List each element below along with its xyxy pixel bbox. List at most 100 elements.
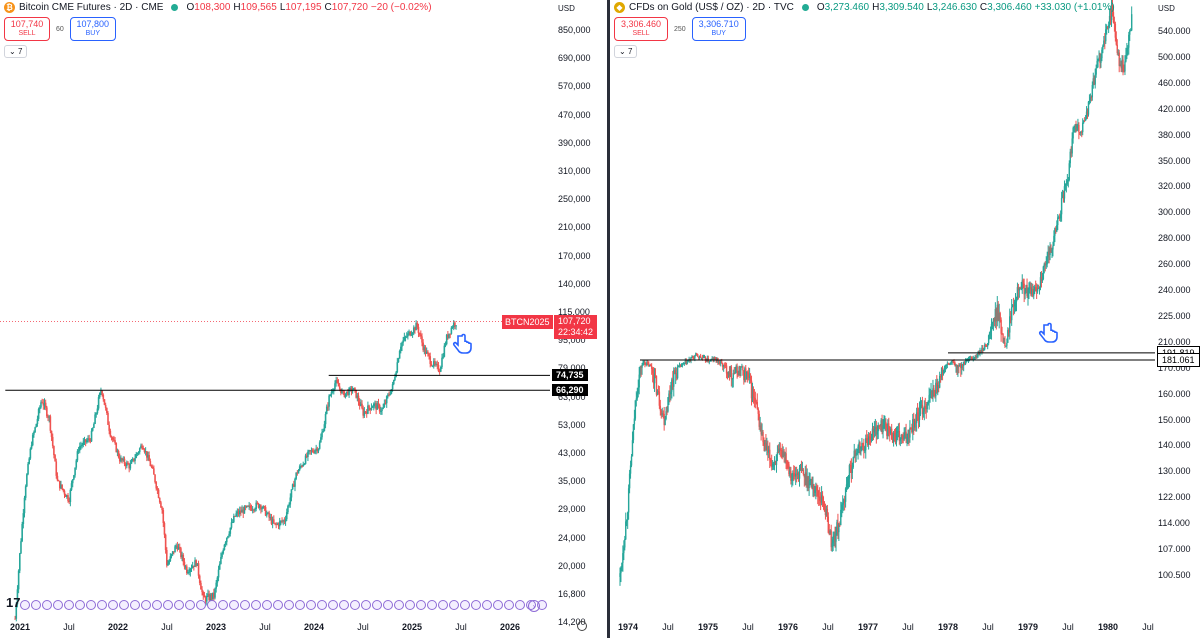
event-marker-icon[interactable] — [317, 600, 327, 610]
event-marker-icon[interactable] — [218, 600, 228, 610]
event-marker-icon[interactable] — [119, 600, 129, 610]
event-marker-icon[interactable] — [383, 600, 393, 610]
event-marker-icon[interactable] — [284, 600, 294, 610]
event-marker-icon[interactable] — [427, 600, 437, 610]
buy-label: BUY — [711, 30, 726, 37]
event-marker-icon[interactable] — [251, 600, 261, 610]
sell-price: 3,306.460 — [620, 19, 662, 29]
event-marker-icon[interactable] — [229, 600, 239, 610]
currency-label[interactable]: USD — [558, 4, 575, 13]
tradingview-logo-icon[interactable]: 17 — [6, 595, 21, 610]
event-marker-icon[interactable] — [207, 600, 217, 610]
symbol-title[interactable]: CFDs on Gold (US$ / OZ) · 2D · TVC — [629, 2, 794, 13]
candle-body — [73, 475, 75, 480]
event-marker-icon[interactable] — [64, 600, 74, 610]
candle-body — [849, 465, 852, 467]
event-marker-icon[interactable] — [86, 600, 96, 610]
currency-label[interactable]: USD — [1158, 4, 1175, 13]
candle-body — [964, 361, 967, 364]
event-marker-icon[interactable] — [504, 600, 514, 610]
event-marker-icon[interactable] — [97, 600, 107, 610]
event-marker-icon[interactable] — [449, 600, 459, 610]
candle-body — [626, 512, 629, 521]
event-marker-icon[interactable] — [328, 600, 338, 610]
candle-body — [93, 423, 95, 428]
event-marker-icon[interactable] — [53, 600, 63, 610]
candle-body — [270, 517, 273, 524]
event-marker-icon[interactable] — [108, 600, 118, 610]
candle-body — [1039, 277, 1042, 287]
event-marker-icon[interactable] — [515, 600, 525, 610]
event-marker-icon[interactable] — [163, 600, 173, 610]
event-marker-icon[interactable] — [405, 600, 415, 610]
event-marker-icon[interactable] — [141, 600, 151, 610]
ohlc-low: 3,246.630 — [932, 2, 977, 13]
event-marker-icon[interactable] — [493, 600, 503, 610]
candle-body — [761, 432, 763, 435]
candle-body — [280, 520, 282, 522]
event-marker-icon[interactable] — [185, 600, 195, 610]
event-marker-icon[interactable] — [31, 600, 41, 610]
candle-body — [1061, 194, 1064, 198]
indicators-count: 7 — [627, 47, 633, 56]
event-marker-icon[interactable] — [196, 600, 206, 610]
event-marker-icon[interactable] — [130, 600, 140, 610]
event-marker-icon[interactable] — [361, 600, 371, 610]
event-marker-icon[interactable] — [350, 600, 360, 610]
event-marker-icon[interactable] — [174, 600, 184, 610]
event-marker-icon[interactable] — [75, 600, 85, 610]
event-marker-icon[interactable] — [482, 600, 492, 610]
price-chart-canvas[interactable] — [0, 0, 607, 638]
chart-pane-bitcoin[interactable]: ₿ Bitcoin CME Futures · 2D · CME O 108,30… — [0, 0, 607, 638]
symbol-title[interactable]: Bitcoin CME Futures · 2D · CME — [19, 2, 164, 13]
event-marker-icon[interactable] — [372, 600, 382, 610]
ohlc-open: 3,273.460 — [824, 2, 870, 13]
price-chart-canvas[interactable] — [610, 0, 1200, 638]
event-marker-icon[interactable] — [339, 600, 349, 610]
candle-body — [1030, 287, 1032, 295]
candle-body — [851, 467, 854, 473]
event-marker-icon[interactable] — [295, 600, 305, 610]
candle-body — [719, 361, 721, 364]
buy-button[interactable]: 3,306.710 BUY — [691, 17, 746, 41]
time-tick-label: 1976 — [777, 622, 799, 632]
indicators-collapse-button[interactable]: ⌄ 7 — [4, 45, 28, 58]
event-marker-icon[interactable] — [262, 600, 272, 610]
event-marker-icon[interactable] — [438, 600, 448, 610]
level-price-tag[interactable]: 74,735 — [552, 369, 588, 382]
event-marker-icon[interactable] — [42, 600, 52, 610]
candle-body — [1055, 228, 1057, 232]
event-marker-icon[interactable] — [306, 600, 316, 610]
candle-body — [1082, 122, 1084, 133]
event-marker-icon[interactable] — [460, 600, 470, 610]
events-next-icon[interactable]: › — [528, 600, 540, 612]
sell-button[interactable]: 3,306.460 SELL — [614, 17, 668, 41]
clock-icon[interactable] — [577, 621, 587, 631]
price-tick-label: 114.000 — [1158, 518, 1190, 529]
event-marker-icon[interactable] — [240, 600, 250, 610]
candle-body — [109, 430, 112, 437]
sell-button[interactable]: 107,740 SELL — [4, 17, 50, 41]
candle-body — [1008, 330, 1010, 333]
chart-pane-gold[interactable]: ◆ CFDs on Gold (US$ / OZ) · 2D · TVC O 3,… — [610, 0, 1200, 638]
candle-body — [158, 497, 161, 503]
pane-divider[interactable] — [607, 0, 610, 638]
candle-body — [832, 539, 834, 544]
event-marker-icon[interactable] — [20, 600, 30, 610]
candle-body — [649, 364, 651, 367]
event-marker-icon[interactable] — [471, 600, 481, 610]
level-price-tag[interactable]: 181.061 — [1157, 352, 1200, 367]
buy-button[interactable]: 107,800 BUY — [69, 17, 116, 41]
event-marker-icon[interactable] — [152, 600, 162, 610]
candle-body — [666, 411, 668, 413]
event-marker-icon[interactable] — [416, 600, 426, 610]
candle-body — [334, 383, 336, 390]
level-price-tag[interactable]: 66,290 — [552, 384, 588, 397]
event-marker-icon[interactable] — [273, 600, 283, 610]
indicators-collapse-button[interactable]: ⌄ 7 — [614, 45, 638, 58]
event-marker-icon[interactable] — [394, 600, 404, 610]
candle-body — [1060, 197, 1063, 215]
candle-body — [725, 365, 728, 374]
candle-body — [251, 509, 254, 511]
candle-body — [977, 352, 979, 356]
